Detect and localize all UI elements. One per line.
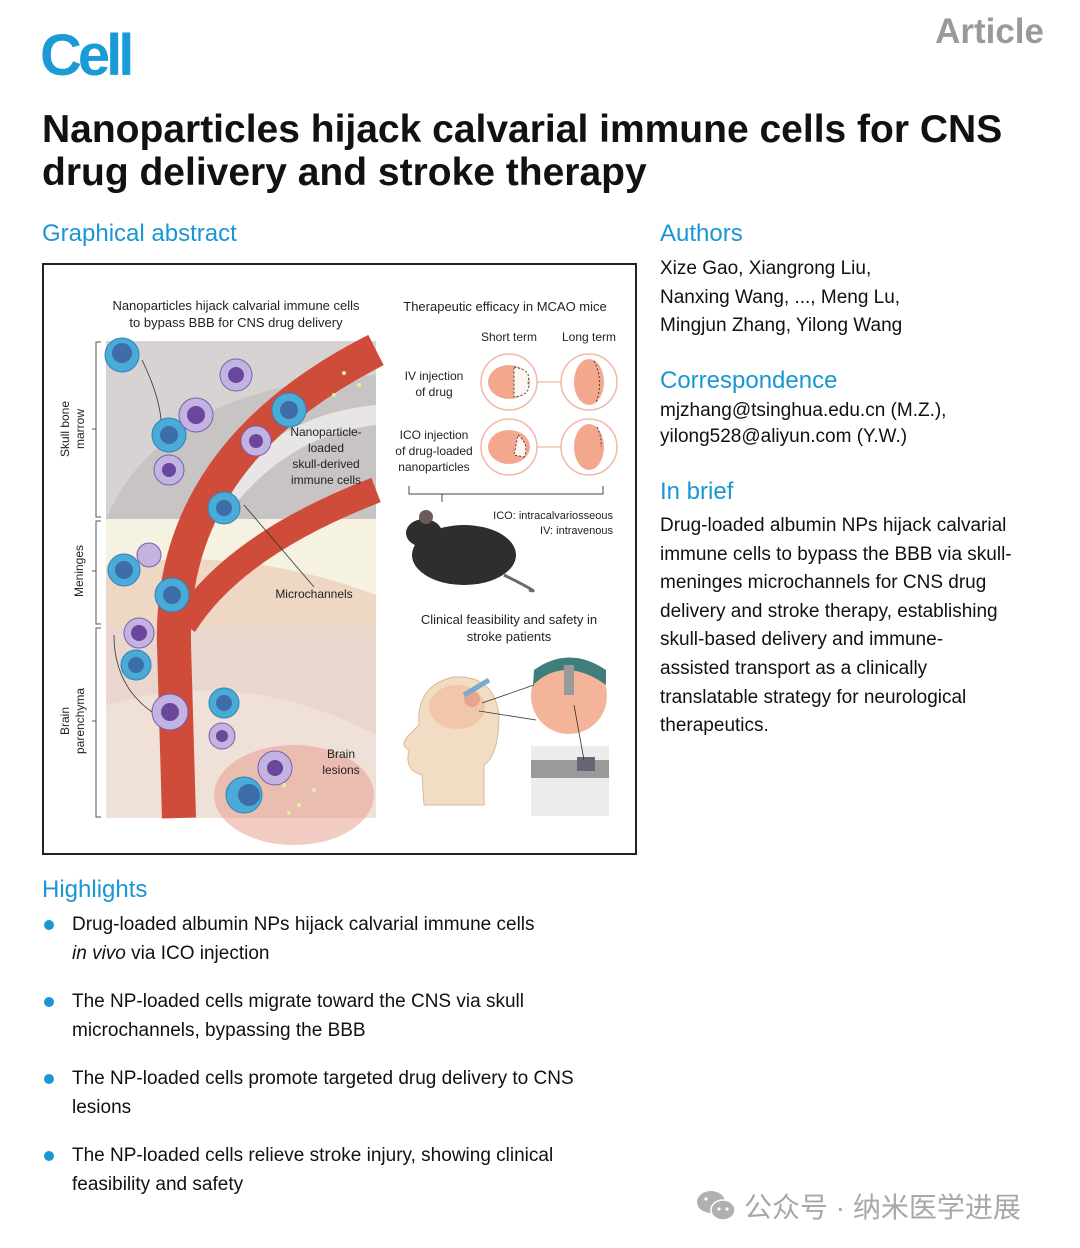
ico-label-3: nanoparticles: [398, 460, 469, 474]
region-label-brain: Brain: [58, 707, 72, 735]
long-term-label: Long term: [562, 330, 616, 344]
iv-label-1: IV injection: [405, 369, 464, 383]
highlight-line: The NP-loaded cells relieve stroke injur…: [72, 1145, 554, 1166]
mouse-illustration: [406, 510, 535, 593]
highlight-line: in vivo via ICO injection: [72, 939, 642, 968]
highlight-item: The NP-loaded cells promote targeted dru…: [42, 1064, 642, 1122]
label-skull-derived: skull-derived: [292, 457, 359, 471]
authors-line: Nanxing Wang, ..., Meng Lu,: [660, 286, 901, 308]
in-brief-heading: In brief: [660, 478, 734, 505]
highlight-line: microchannels, bypassing the BBB: [72, 1020, 366, 1041]
authors-list: Xize Gao, Xiangrong Liu, Nanxing Wang, .…: [660, 255, 902, 341]
pointer-lines: [113, 359, 315, 713]
abbr-iv: IV: intravenous: [540, 525, 613, 537]
clinical-title-1: Clinical feasibility and safety in: [421, 612, 597, 627]
in-brief-line: translatable strategy for neurological: [660, 686, 967, 708]
region-label-parenchyma: parenchyma: [73, 688, 87, 754]
region-label-marrow: marrow: [73, 409, 87, 449]
iv-label-2: of drug: [415, 385, 452, 399]
wechat-icon: [697, 1191, 736, 1221]
highlight-text: via ICO injection: [125, 943, 270, 964]
abbr-ico: ICO: intracalvariosseous: [493, 510, 613, 522]
label-immune-cells: immune cells: [291, 473, 361, 487]
highlight-line: Drug-loaded albumin NPs hijack calvarial…: [72, 914, 535, 935]
highlight-item: The NP-loaded cells relieve stroke injur…: [42, 1141, 642, 1199]
region-brackets: [92, 341, 101, 818]
clinical-title-2: stroke patients: [467, 629, 552, 644]
email-link[interactable]: mjzhang@tsinghua.edu.cn (M.Z.),: [660, 400, 947, 421]
left-title-line1: Nanoparticles hijack calvarial immune ce…: [112, 298, 360, 313]
in-brief-line: therapeutics.: [660, 715, 769, 737]
authors-line: Mingjun Zhang, Yilong Wang: [660, 315, 903, 337]
label-nanoparticle: Nanoparticle-: [290, 425, 361, 439]
correspondence-heading: Correspondence: [660, 367, 838, 394]
ico-label-1: ICO injection: [400, 428, 469, 442]
bracket: [408, 486, 604, 502]
bullet-icon: [44, 997, 54, 1007]
label-loaded: loaded: [308, 441, 344, 455]
in-brief-line: Drug-loaded albumin NPs hijack calvarial: [660, 515, 1007, 536]
watermark-text: 公众号 · 纳米医学进展: [744, 1192, 1021, 1223]
label-lesions: lesions: [322, 763, 359, 777]
patient-head-illustration: [403, 657, 609, 816]
left-title-line2: to bypass BBB for CNS drug delivery: [129, 315, 343, 330]
region-label-meninges: Meninges: [72, 545, 86, 597]
highlight-item: The NP-loaded cells migrate toward the C…: [42, 987, 642, 1045]
graphical-abstract-heading: Graphical abstract: [42, 220, 237, 247]
email-link[interactable]: yilong528@aliyun.com (Y.W.): [660, 426, 908, 447]
highlight-line: lesions: [72, 1097, 132, 1118]
ico-label-2: of drug-loaded: [395, 444, 472, 458]
article-type: Article: [935, 12, 1044, 51]
in-brief-line: meninges microchannels for CNS drug: [660, 572, 987, 594]
highlight-italic: in vivo: [72, 943, 126, 964]
highlight-line: The NP-loaded cells migrate toward the C…: [72, 991, 524, 1012]
authors-heading: Authors: [660, 220, 743, 247]
in-brief-line: assisted transport as a clinically: [660, 657, 928, 679]
graphical-abstract: Nanoparticles hijack calvarial immune ce…: [42, 263, 637, 855]
highlight-line: The NP-loaded cells promote targeted dru…: [72, 1068, 574, 1089]
short-term-label: Short term: [481, 330, 537, 344]
label-brain: Brain: [327, 747, 355, 761]
highlight-item: Drug-loaded albumin NPs hijack calvarial…: [42, 910, 642, 968]
right-title: Therapeutic efficacy in MCAO mice: [403, 299, 607, 314]
paper-title: Nanoparticles hijack calvarial immune ce…: [42, 108, 1003, 194]
immune-cells: [104, 337, 361, 815]
bullet-icon: [44, 1074, 54, 1084]
cell-logo: Cell: [40, 23, 134, 88]
bullet-icon: [44, 1151, 54, 1161]
authors-line: Xize Gao, Xiangrong Liu,: [660, 258, 872, 279]
highlights-list: Drug-loaded albumin NPs hijack calvarial…: [42, 910, 642, 1218]
in-brief-line: delivery and stroke therapy, establishin…: [660, 600, 998, 622]
in-brief-line: immune cells to bypass the BBB via skull…: [660, 543, 1012, 565]
highlight-line: feasibility and safety: [72, 1174, 244, 1195]
label-microchannels: Microchannels: [275, 587, 352, 601]
brain-outcome-icons: [480, 353, 618, 476]
graphical-abstract-figure: Nanoparticles hijack calvarial immune ce…: [58, 298, 618, 845]
highlights-heading: Highlights: [42, 876, 148, 903]
in-brief-line: skull-based delivery and immune-: [660, 629, 944, 651]
bullet-icon: [44, 920, 54, 930]
region-label-skull: Skull bone: [58, 401, 72, 457]
in-brief-text: Drug-loaded albumin NPs hijack calvarial…: [660, 512, 1012, 741]
watermark: 公众号 · 纳米医学进展: [696, 1186, 1021, 1226]
correspondence-emails: mjzhang@tsinghua.edu.cn (M.Z.), yilong52…: [660, 398, 946, 450]
